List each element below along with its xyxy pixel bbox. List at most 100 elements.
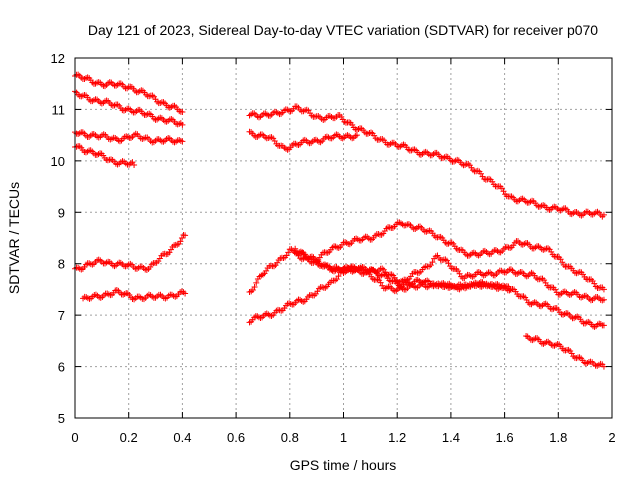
data-point [545,245,552,252]
data-point [437,233,444,240]
data-point [506,286,513,293]
data-point [541,277,548,284]
data-point [565,346,572,353]
data-point [121,291,128,298]
data-point [539,275,546,282]
data-point [146,110,153,117]
data-series [246,128,360,153]
data-point [498,185,505,192]
data-point [253,279,260,286]
x-tick-label: 1.6 [496,430,514,445]
data-point [424,149,431,156]
data-point [346,119,353,126]
data-point [179,121,186,128]
data-point [97,257,104,264]
data-point [146,93,153,100]
data-point [465,160,472,167]
data-point [283,252,290,259]
data-point [515,269,522,276]
data-series [80,286,189,303]
data-point [179,138,186,145]
data-point [521,240,528,247]
data-point [76,143,83,150]
y-tick-label: 7 [58,308,65,323]
data-series [72,129,186,146]
data-point [160,138,167,145]
data-point [114,101,121,108]
data-point [456,270,463,277]
data-point [520,293,527,300]
data-point [542,279,549,286]
axis-ticks: 0 0.2 0.4 0.6 0.8 1 1.2 1.4 1.6 1.8 2 5 6 7 8 9 10 11 12 [51,51,616,445]
data-point [353,132,360,139]
data-point [182,232,189,239]
data-point [427,262,434,269]
data-series [292,245,513,295]
data-point [94,96,101,103]
data-point [86,133,93,140]
data-point [576,354,583,361]
data-points [72,71,607,370]
data-series [523,333,607,370]
data-point [536,276,543,283]
y-tick-label: 8 [58,257,65,272]
data-point [324,249,331,256]
x-tick-label: 1.2 [388,430,406,445]
data-point [160,99,167,106]
y-axis-label: SDTVAR / TECUs [6,182,22,294]
data-point [102,83,109,90]
data-point [426,227,433,234]
x-tick-label: 1 [340,430,347,445]
data-point [429,259,436,266]
data-point [90,97,97,104]
data-point [124,290,131,297]
data-point [149,92,156,99]
y-tick-label: 6 [58,360,65,375]
data-point [143,111,150,118]
data-point [411,146,418,153]
data-point [248,129,255,136]
data-point [285,249,292,256]
data-point [182,290,189,297]
data-point [311,292,318,299]
data-point [316,285,323,292]
data-point [274,110,281,117]
data-point [600,296,607,303]
data-series [72,143,138,168]
data-point [377,279,384,286]
data-point [178,235,185,242]
data-point [335,273,342,280]
data-point [559,259,566,266]
data-point [553,305,560,312]
data-point [458,246,465,253]
data-series [72,71,186,115]
data-point [86,260,93,267]
data-series [246,219,607,296]
data-point [500,188,507,195]
x-tick-label: 1.4 [442,430,460,445]
x-tick-label: 0 [71,430,78,445]
y-tick-label: 11 [52,102,66,117]
data-point [131,161,138,168]
data-series [246,103,607,220]
data-point [89,261,96,268]
data-point [177,238,184,245]
data-point [533,299,540,306]
y-tick-label: 10 [51,154,65,169]
data-point [388,271,395,278]
data-point [600,286,607,293]
data-point [312,290,319,297]
data-point [290,301,297,308]
data-point [292,140,299,147]
data-point [600,211,607,218]
data-point [405,221,412,228]
data-point [167,246,174,253]
data-point [536,203,543,210]
data-point [103,259,110,266]
data-point [466,252,473,259]
y-tick-label: 5 [58,411,65,426]
x-axis-label: GPS time / hours [290,457,397,473]
x-tick-label: 0.6 [227,430,245,445]
data-series [72,232,189,274]
